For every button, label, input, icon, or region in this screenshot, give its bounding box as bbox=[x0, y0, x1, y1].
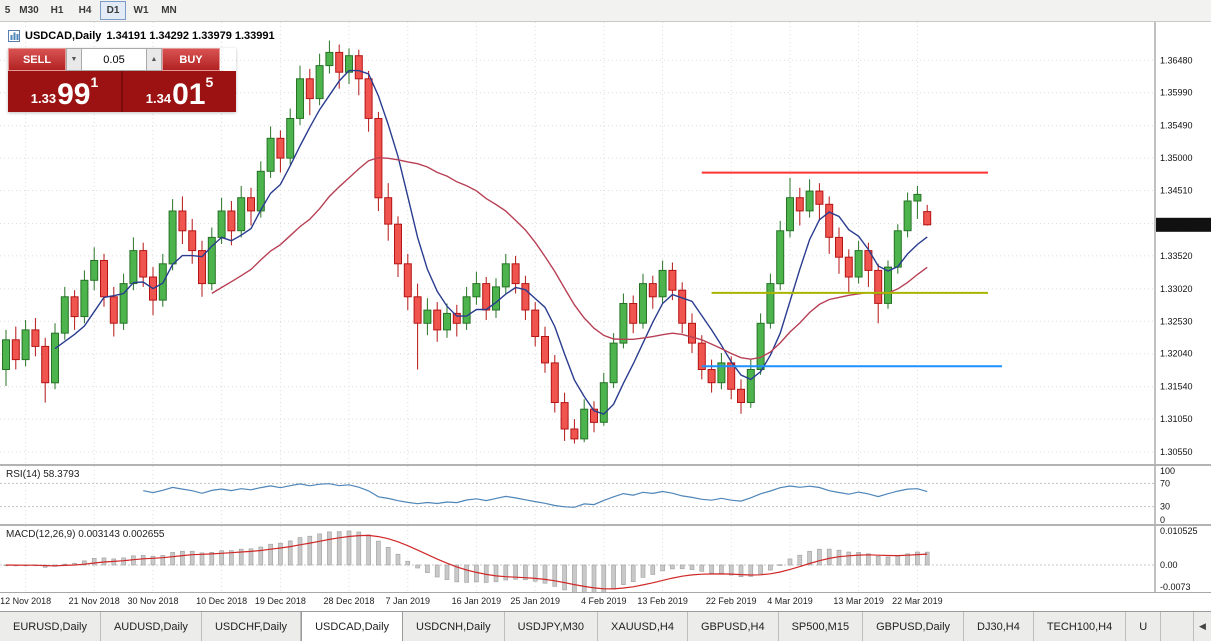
svg-text:1.35490: 1.35490 bbox=[1160, 121, 1193, 131]
date-axis-label: 19 Dec 2018 bbox=[254, 596, 306, 606]
date-axis-label: 12 Nov 2018 bbox=[0, 596, 52, 606]
chart-tab-u[interactable]: U bbox=[1126, 612, 1162, 641]
timeframe-button-mn[interactable]: MN bbox=[161, 5, 177, 16]
svg-text:1.33520: 1.33520 bbox=[1160, 251, 1193, 261]
svg-text:0.010525: 0.010525 bbox=[1160, 526, 1198, 536]
date-axis-label: 28 Dec 2018 bbox=[323, 596, 375, 606]
buy-button[interactable]: BUY bbox=[162, 48, 220, 71]
sell-price-display[interactable]: 1.33 99 1 bbox=[8, 71, 121, 112]
volume-decrease-button[interactable]: ▼ bbox=[66, 48, 82, 71]
date-axis-label: 4 Mar 2019 bbox=[767, 596, 813, 606]
buy-price-display[interactable]: 1.34 01 5 bbox=[123, 71, 236, 112]
timeframe-button-d1[interactable]: D1 bbox=[100, 1, 126, 20]
svg-text:70: 70 bbox=[1160, 478, 1170, 488]
chart-ohlc-values: 1.34191 1.34292 1.33979 1.33991 bbox=[106, 30, 275, 42]
chart-symbol-label: USDCAD,Daily bbox=[25, 30, 102, 42]
date-axis-label: 10 Dec 2018 bbox=[196, 596, 248, 606]
timeframe-button-w1[interactable]: W1 bbox=[133, 5, 149, 16]
chevron-up-icon: ▲ bbox=[150, 56, 158, 63]
date-axis-label: 21 Nov 2018 bbox=[68, 596, 120, 606]
chart-tab-audusd-daily[interactable]: AUDUSD,Daily bbox=[100, 612, 202, 641]
rsi-indicator-panel: 100 70 30 0 RSI(14) 58.3793 bbox=[0, 464, 1211, 524]
svg-text:1.34510: 1.34510 bbox=[1160, 186, 1193, 196]
date-axis-label: 30 Nov 2018 bbox=[127, 596, 179, 606]
svg-text:100: 100 bbox=[1160, 466, 1175, 476]
timeframe-toolbar: 5 M30 H1 H4 D1 W1 MN bbox=[0, 0, 1211, 22]
sell-price-point: 1 bbox=[90, 74, 99, 90]
chart-tab-usdchf-daily[interactable]: USDCHF,Daily bbox=[201, 612, 302, 641]
timeframe-button-5[interactable]: 5 bbox=[4, 5, 11, 16]
sell-button[interactable]: SELL bbox=[8, 48, 66, 71]
date-axis-label: 22 Mar 2019 bbox=[892, 596, 943, 606]
timeframe-button-h4[interactable]: H4 bbox=[78, 5, 92, 16]
date-axis-label: 22 Feb 2019 bbox=[705, 596, 757, 606]
price-chart-panel: 1.36480 1.35990 1.35490 1.35000 1.34510 1.340… bbox=[0, 22, 1211, 464]
svg-text:1.31050: 1.31050 bbox=[1160, 414, 1193, 424]
date-axis-label: 4 Feb 2019 bbox=[581, 596, 627, 606]
svg-text:1.35990: 1.35990 bbox=[1160, 88, 1193, 98]
chart-tab-gbpusd-daily[interactable]: GBPUSD,Daily bbox=[863, 612, 965, 641]
rsi-chart[interactable]: 100 70 30 0 bbox=[0, 466, 1211, 524]
one-click-trade-panel: SELL ▼ ▲ BUY 1.33 99 1 bbox=[8, 48, 236, 112]
chart-title: USDCAD,Daily 1.34191 1.34292 1.33979 1.3… bbox=[8, 30, 275, 42]
buy-price-main: 1.34 bbox=[145, 91, 172, 106]
chart-tab-eurusd-daily[interactable]: EURUSD,Daily bbox=[0, 612, 101, 641]
macd-chart[interactable]: 0.010525 0.00 -0.0073 bbox=[0, 526, 1211, 592]
chart-tab-sp500-m15[interactable]: SP500,M15 bbox=[778, 612, 864, 641]
date-axis-label: 13 Mar 2019 bbox=[833, 596, 884, 606]
chart-tab-dj30-h4[interactable]: DJ30,H4 bbox=[964, 612, 1034, 641]
svg-text:0: 0 bbox=[1160, 515, 1165, 524]
date-axis-label: 13 Feb 2019 bbox=[637, 596, 688, 606]
chart-tab-tech100-h4[interactable]: TECH100,H4 bbox=[1033, 612, 1127, 641]
timeframe-button-h1[interactable]: H1 bbox=[50, 5, 64, 16]
rsi-label: RSI(14) 58.3793 bbox=[6, 469, 80, 480]
volume-input[interactable] bbox=[82, 48, 146, 71]
chart-tab-usdjpy-m30[interactable]: USDJPY,M30 bbox=[504, 612, 599, 641]
svg-text:1.32530: 1.32530 bbox=[1160, 316, 1193, 326]
price-divider bbox=[121, 71, 123, 112]
date-axis-label: 16 Jan 2019 bbox=[451, 596, 502, 606]
svg-text:1.33020: 1.33020 bbox=[1160, 284, 1193, 294]
chart-tab-xauusd-h4[interactable]: XAUUSD,H4 bbox=[598, 612, 688, 641]
current-price-badge bbox=[1156, 217, 1211, 232]
chevron-down-icon: ▼ bbox=[70, 56, 78, 63]
buy-price-point: 5 bbox=[205, 74, 214, 90]
date-axis-label: 25 Jan 2019 bbox=[510, 596, 560, 606]
svg-text:30: 30 bbox=[1160, 502, 1170, 512]
chart-tab-usdcad-daily[interactable]: USDCAD,Daily bbox=[301, 612, 404, 641]
svg-text:1.33991: 1.33991 bbox=[1160, 221, 1193, 231]
svg-text:1.35000: 1.35000 bbox=[1160, 153, 1193, 163]
chart-symbol-icon bbox=[8, 30, 20, 42]
svg-text:1.36480: 1.36480 bbox=[1160, 55, 1193, 65]
macd-indicator-panel: 0.010525 0.00 -0.0073 MACD(12,26,9) 0.0031… bbox=[0, 524, 1211, 592]
sell-price-main: 1.33 bbox=[30, 91, 57, 106]
tabs-spacer bbox=[1161, 612, 1193, 641]
chart-tab-gbpusd-h4[interactable]: GBPUSD,H4 bbox=[688, 612, 779, 641]
svg-text:-0.0073: -0.0073 bbox=[1160, 582, 1191, 592]
svg-text:1.31540: 1.31540 bbox=[1160, 382, 1193, 392]
volume-increase-button[interactable]: ▲ bbox=[146, 48, 162, 71]
chart-tabs-bar: EURUSD,Daily AUDUSD,Daily USDCHF,Daily USDC… bbox=[0, 611, 1211, 641]
time-axis[interactable]: 12 Nov 2018 21 Nov 2018 30 Nov 2018 10 Dec … bbox=[0, 592, 1211, 610]
sell-price-pips: 99 bbox=[57, 78, 91, 112]
chart-tab-usdcnh-daily[interactable]: USDCNH,Daily bbox=[403, 612, 505, 641]
tab-scroll-left-button[interactable]: ◀ bbox=[1193, 612, 1211, 641]
timeframe-button-m30[interactable]: M30 bbox=[19, 5, 39, 16]
svg-text:0.00: 0.00 bbox=[1160, 560, 1178, 570]
chart-area: 1.364801.359901.354901.350001.345101.340… bbox=[0, 22, 1211, 611]
svg-text:1.32040: 1.32040 bbox=[1160, 349, 1193, 359]
svg-text:1.30550: 1.30550 bbox=[1160, 447, 1193, 457]
date-axis-label: 7 Jan 2019 bbox=[385, 596, 431, 606]
macd-label: MACD(12,26,9) 0.003143 0.002655 bbox=[6, 529, 165, 540]
buy-price-pips: 01 bbox=[172, 78, 206, 112]
